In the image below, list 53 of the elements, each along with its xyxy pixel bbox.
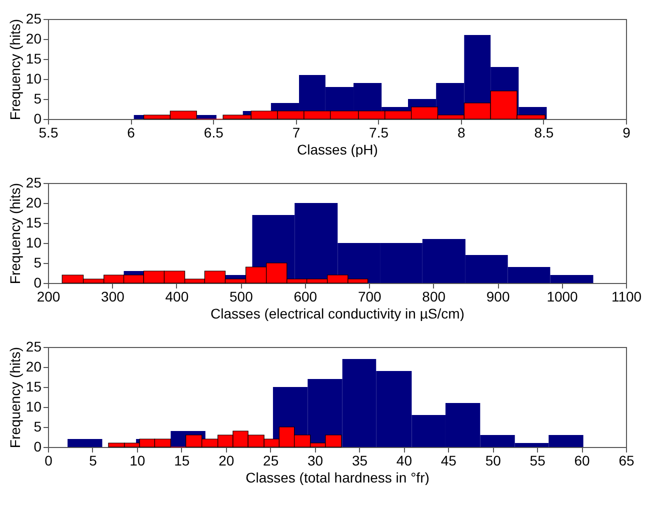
- x-tick-label: 40: [396, 452, 412, 468]
- y-tick-label: 25: [26, 338, 42, 354]
- y-tick-label: 0: [34, 438, 42, 454]
- y-tick-label: 10: [26, 70, 42, 86]
- x-tick-label: 30: [307, 452, 324, 468]
- x-tick-label: 0: [44, 452, 53, 468]
- x-tick-label: 9: [622, 124, 631, 140]
- y-tick-label: 5: [34, 418, 42, 434]
- x-tick-label: 55: [530, 452, 546, 468]
- y-tick-label: 15: [26, 214, 42, 230]
- x-tick-label: 600: [294, 288, 318, 304]
- y-tick-label: 25: [26, 174, 42, 190]
- y-tick-label: 20: [26, 358, 42, 374]
- x-tick-label: 6.5: [204, 124, 224, 140]
- x-tick-label: 1000: [546, 288, 578, 304]
- y-axis-title: Frequency (hits): [6, 182, 23, 284]
- y-tick-label: 25: [26, 10, 42, 26]
- x-tick-label: 400: [165, 288, 189, 304]
- y-tick-label: 20: [26, 30, 42, 46]
- x-tick-label: 45: [440, 452, 457, 468]
- x-tick-label: 300: [101, 288, 125, 304]
- x-tick-label: 25: [263, 452, 279, 468]
- y-tick-label: 10: [26, 234, 42, 250]
- y-axis-title: Frequency (hits): [6, 18, 23, 120]
- x-tick-label: 60: [574, 452, 590, 468]
- x-tick-label: 5: [89, 452, 98, 468]
- x-tick-label: 7.5: [369, 124, 389, 140]
- x-tick-label: 7: [292, 124, 300, 140]
- x-tick-label: 1100: [611, 288, 642, 304]
- x-tick-label: 200: [36, 288, 60, 304]
- x-tick-label: 800: [422, 288, 446, 304]
- x-tick-label: 5.5: [38, 124, 58, 140]
- y-tick-label: 5: [34, 254, 42, 270]
- x-tick-label: 6: [127, 124, 136, 140]
- x-tick-label: 700: [358, 288, 382, 304]
- x-tick-label: 8.5: [534, 124, 554, 140]
- x-tick-label: 900: [486, 288, 510, 304]
- x-tick-label: 500: [229, 288, 254, 304]
- y-tick-label: 10: [26, 398, 42, 414]
- y-tick-label: 20: [26, 194, 42, 210]
- x-tick-label: 35: [352, 452, 368, 468]
- y-tick-label: 15: [26, 378, 42, 394]
- x-tick-label: 10: [130, 452, 146, 468]
- y-tick-label: 0: [34, 274, 42, 290]
- x-tick-label: 15: [174, 452, 190, 468]
- x-tick-label: 20: [218, 452, 234, 468]
- x-tick-label: 50: [485, 452, 502, 468]
- x-tick-label: 65: [618, 452, 634, 468]
- x-tick-label: 8: [457, 124, 466, 140]
- y-axis-title: Frequency (hits): [6, 346, 23, 448]
- y-tick-label: 5: [34, 90, 42, 106]
- y-tick-label: 15: [26, 50, 42, 66]
- y-tick-label: 0: [34, 110, 42, 126]
